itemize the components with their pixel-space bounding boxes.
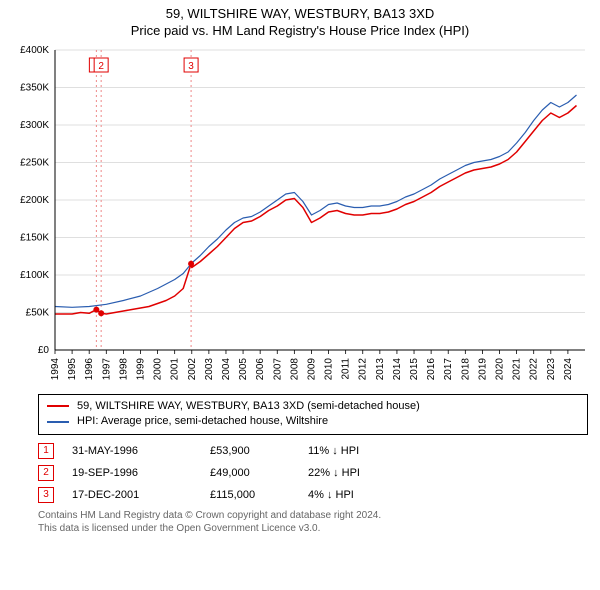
- svg-text:£0: £0: [38, 345, 50, 356]
- event-delta: 4% ↓ HPI: [308, 489, 354, 501]
- svg-text:2005: 2005: [238, 357, 249, 380]
- svg-text:2019: 2019: [477, 357, 488, 380]
- svg-text:2022: 2022: [529, 357, 540, 380]
- svg-text:1994: 1994: [50, 357, 61, 380]
- svg-text:2015: 2015: [409, 357, 420, 380]
- legend: 59, WILTSHIRE WAY, WESTBURY, BA13 3XD (s…: [38, 394, 588, 435]
- price-vs-hpi-chart: £0 £50K £100K £150K £200K £250K £300K £350K £400…: [7, 42, 593, 390]
- legend-item: 59, WILTSHIRE WAY, WESTBURY, BA13 3XD (s…: [47, 399, 579, 414]
- legend-swatch: [47, 405, 69, 407]
- svg-text:2020: 2020: [495, 357, 506, 380]
- svg-text:2006: 2006: [255, 357, 266, 380]
- svg-text:2018: 2018: [460, 357, 471, 380]
- footer-line-1: Contains HM Land Registry data © Crown c…: [38, 509, 588, 522]
- event-marker: 3: [38, 487, 54, 503]
- svg-text:2009: 2009: [306, 357, 317, 380]
- svg-text:2004: 2004: [221, 357, 232, 380]
- svg-text:2: 2: [98, 61, 104, 72]
- svg-text:1995: 1995: [67, 357, 78, 380]
- legend-label: 59, WILTSHIRE WAY, WESTBURY, BA13 3XD (s…: [77, 399, 420, 414]
- svg-text:2016: 2016: [426, 357, 437, 380]
- footer-line-2: This data is licensed under the Open Gov…: [38, 522, 588, 535]
- svg-text:3: 3: [188, 61, 194, 72]
- svg-text:2023: 2023: [546, 357, 557, 380]
- legend-label: HPI: Average price, semi-detached house,…: [77, 414, 328, 429]
- event-date: 31-MAY-1996: [72, 445, 192, 457]
- event-row: 2 19-SEP-1996 £49,000 22% ↓ HPI: [38, 465, 588, 481]
- title-line-2: Price paid vs. HM Land Registry's House …: [0, 23, 600, 40]
- event-date: 19-SEP-1996: [72, 467, 192, 479]
- svg-text:2002: 2002: [187, 357, 198, 380]
- svg-text:£200K: £200K: [20, 195, 49, 206]
- svg-text:2000: 2000: [153, 357, 164, 380]
- svg-text:2008: 2008: [289, 357, 300, 380]
- chart-title-block: 59, WILTSHIRE WAY, WESTBURY, BA13 3XD Pr…: [0, 0, 600, 40]
- svg-text:£400K: £400K: [20, 45, 49, 56]
- event-row: 3 17-DEC-2001 £115,000 4% ↓ HPI: [38, 487, 588, 503]
- svg-text:2017: 2017: [443, 357, 454, 380]
- event-marker: 2: [38, 465, 54, 481]
- title-line-1: 59, WILTSHIRE WAY, WESTBURY, BA13 3XD: [0, 6, 600, 23]
- svg-text:2012: 2012: [358, 357, 369, 380]
- svg-text:2013: 2013: [375, 357, 386, 380]
- svg-text:1998: 1998: [118, 357, 129, 380]
- svg-text:£350K: £350K: [20, 82, 49, 93]
- svg-text:£100K: £100K: [20, 270, 49, 281]
- svg-text:£150K: £150K: [20, 232, 49, 243]
- svg-text:2024: 2024: [563, 357, 574, 380]
- svg-text:1997: 1997: [101, 357, 112, 380]
- svg-text:2021: 2021: [512, 357, 523, 380]
- svg-text:£50K: £50K: [26, 307, 50, 318]
- svg-text:2010: 2010: [324, 357, 335, 380]
- event-table: 1 31-MAY-1996 £53,900 11% ↓ HPI 2 19-SEP-1996…: [38, 443, 588, 503]
- event-price: £115,000: [210, 489, 290, 501]
- svg-text:2001: 2001: [170, 357, 181, 380]
- event-date: 17-DEC-2001: [72, 489, 192, 501]
- event-row: 1 31-MAY-1996 £53,900 11% ↓ HPI: [38, 443, 588, 459]
- event-price: £53,900: [210, 445, 290, 457]
- svg-text:2003: 2003: [204, 357, 215, 380]
- svg-text:1999: 1999: [135, 357, 146, 380]
- svg-text:£250K: £250K: [20, 157, 49, 168]
- legend-item: HPI: Average price, semi-detached house,…: [47, 414, 579, 429]
- event-marker: 1: [38, 443, 54, 459]
- svg-text:1996: 1996: [84, 357, 95, 380]
- event-price: £49,000: [210, 467, 290, 479]
- svg-text:2011: 2011: [341, 357, 352, 379]
- svg-text:2014: 2014: [392, 357, 403, 380]
- svg-text:£300K: £300K: [20, 120, 49, 131]
- legend-swatch: [47, 421, 69, 423]
- svg-text:2007: 2007: [272, 357, 283, 380]
- footer-attribution: Contains HM Land Registry data © Crown c…: [38, 509, 588, 535]
- event-delta: 22% ↓ HPI: [308, 467, 360, 479]
- event-delta: 11% ↓ HPI: [308, 445, 359, 457]
